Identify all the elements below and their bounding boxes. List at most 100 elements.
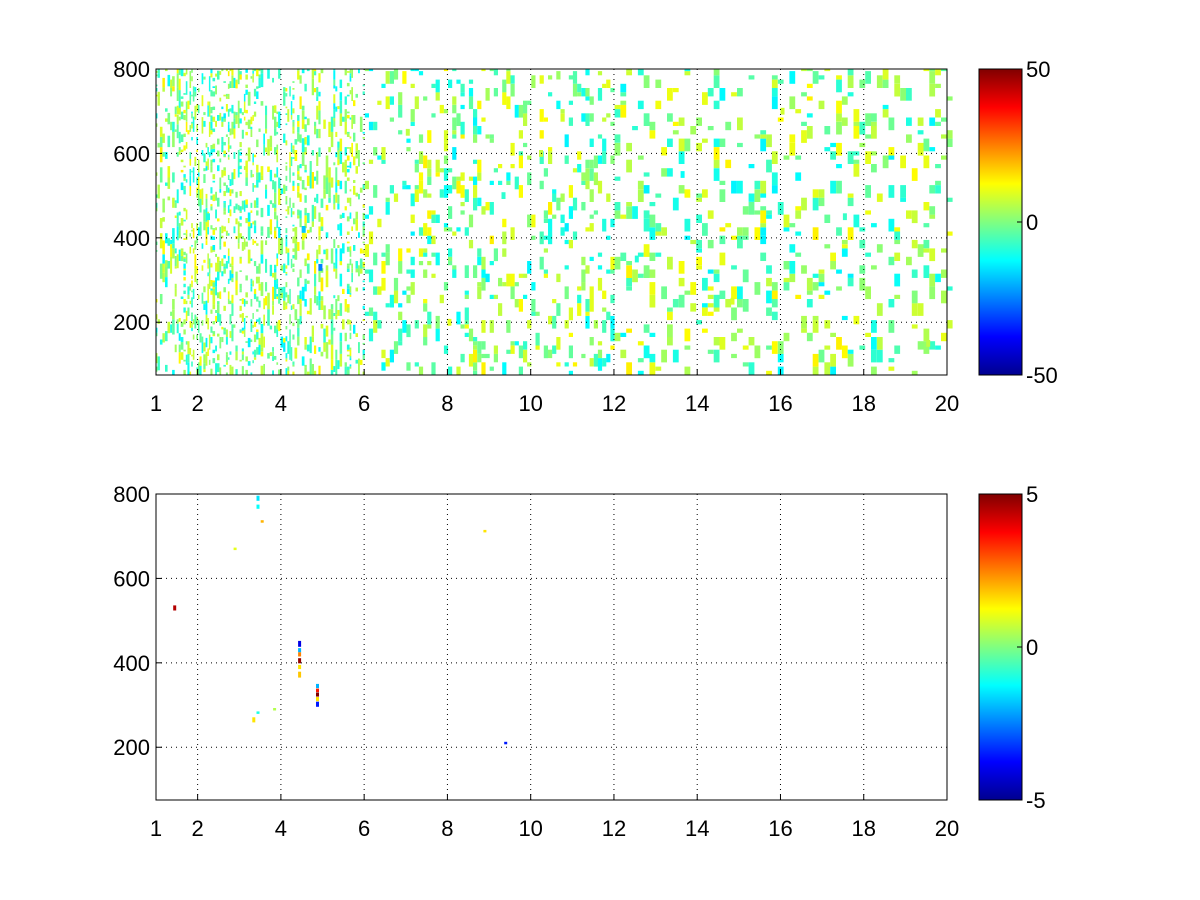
heatmap-cell	[243, 116, 246, 121]
heatmap-cell	[836, 164, 842, 169]
heatmap-cell	[185, 88, 188, 95]
heatmap-cell	[754, 227, 761, 240]
heatmap-cell	[443, 282, 449, 291]
heatmap-cell	[518, 299, 523, 312]
heatmap-cell	[917, 303, 924, 316]
heatmap-cell	[477, 172, 482, 181]
heatmap-cell	[243, 93, 246, 102]
heatmap-cell	[748, 193, 755, 202]
heatmap-cell	[235, 280, 238, 290]
heatmap-cell	[748, 202, 755, 215]
heatmap-cell	[812, 71, 819, 84]
heatmap-cell	[297, 183, 300, 186]
heatmap-cell	[323, 305, 326, 320]
heatmap-cell	[841, 239, 848, 245]
heatmap-cell	[217, 292, 220, 299]
heatmap-cell	[564, 362, 569, 367]
heatmap-cell	[783, 155, 790, 160]
heatmap-cell	[836, 337, 842, 350]
heatmap-cell	[183, 319, 186, 325]
heatmap-cell	[320, 258, 324, 264]
heatmap-cell	[894, 75, 901, 84]
heatmap-cell	[339, 261, 343, 266]
heatmap-cell	[377, 286, 382, 295]
heatmap-cell	[176, 87, 179, 101]
heatmap-cell	[289, 167, 291, 183]
heatmap-cell	[289, 152, 291, 168]
heatmap-cell	[389, 349, 394, 363]
heatmap-cell	[225, 134, 228, 137]
heatmap-cell	[318, 235, 321, 241]
heatmap-cell	[760, 235, 767, 245]
heatmap-cell	[172, 369, 175, 375]
heatmap-cell	[162, 240, 165, 255]
heatmap-cell	[637, 69, 644, 76]
heatmap-cell	[274, 181, 277, 193]
heatmap-cell	[585, 96, 590, 101]
heatmap-cell	[824, 362, 831, 375]
heatmap-cell	[643, 324, 650, 333]
heatmap-cell	[824, 126, 831, 135]
heatmap-cell	[473, 134, 478, 143]
heatmap-cell	[301, 152, 305, 166]
heatmap-cell	[298, 648, 302, 653]
heatmap-cell	[911, 269, 918, 278]
heatmap-cell	[299, 134, 302, 143]
heatmap-cell	[473, 345, 478, 350]
heatmap-cell	[661, 168, 667, 177]
heatmap-cell	[196, 177, 198, 186]
heatmap-cell	[320, 226, 324, 231]
heatmap-cell	[189, 152, 192, 159]
heatmap-cell	[564, 286, 569, 300]
heatmap-cell	[178, 150, 181, 155]
heatmap-cell	[853, 109, 860, 122]
heatmap-cell	[239, 329, 242, 333]
heatmap-cell	[362, 342, 365, 345]
heatmap-cell	[783, 277, 790, 283]
heatmap-cell	[185, 354, 188, 365]
heatmap-cell	[196, 192, 198, 198]
heatmap-cell	[464, 227, 469, 236]
heatmap-cell	[643, 75, 650, 88]
heatmap-cell	[853, 214, 860, 228]
heatmap-cell	[597, 252, 603, 257]
heatmap-cell	[221, 69, 224, 72]
heatmap-cell	[435, 214, 440, 223]
heatmap-cell	[223, 331, 226, 335]
heatmap-cell	[276, 144, 279, 150]
heatmap-cell	[346, 349, 350, 352]
heatmap-cell	[210, 246, 213, 253]
heatmap-cell	[900, 197, 906, 202]
heatmap-cell	[194, 161, 197, 166]
heatmap-cell	[189, 169, 192, 176]
heatmap-cell	[201, 199, 204, 205]
heatmap-cell	[252, 69, 254, 71]
heatmap-cell	[323, 189, 326, 199]
heatmap-cell	[245, 160, 248, 164]
heatmap-cell	[229, 199, 232, 207]
heatmap-cell	[349, 136, 352, 139]
heatmap-cell	[203, 369, 206, 373]
heatmap-cell	[225, 372, 228, 375]
heatmap-cell	[346, 246, 350, 251]
heatmap-cell	[836, 227, 842, 236]
heatmap-cell	[252, 360, 254, 364]
heatmap-cell	[346, 169, 350, 173]
heatmap-cell	[278, 369, 281, 375]
heatmap-cell	[165, 260, 168, 267]
heatmap-cell	[165, 69, 168, 72]
x-tick-label: 4	[275, 816, 287, 841]
heatmap-cell	[556, 71, 561, 80]
heatmap-cell	[156, 327, 158, 333]
heatmap-cell	[742, 235, 749, 240]
heatmap-cell	[510, 75, 515, 84]
heatmap-cell	[274, 192, 277, 205]
heatmap-cell	[330, 309, 334, 320]
heatmap-cell	[174, 248, 177, 251]
heatmap-cell	[183, 72, 186, 77]
heatmap-cell	[201, 188, 204, 200]
heatmap-cell	[402, 320, 407, 333]
heatmap-cell	[199, 333, 202, 343]
heatmap-cell	[207, 318, 209, 330]
